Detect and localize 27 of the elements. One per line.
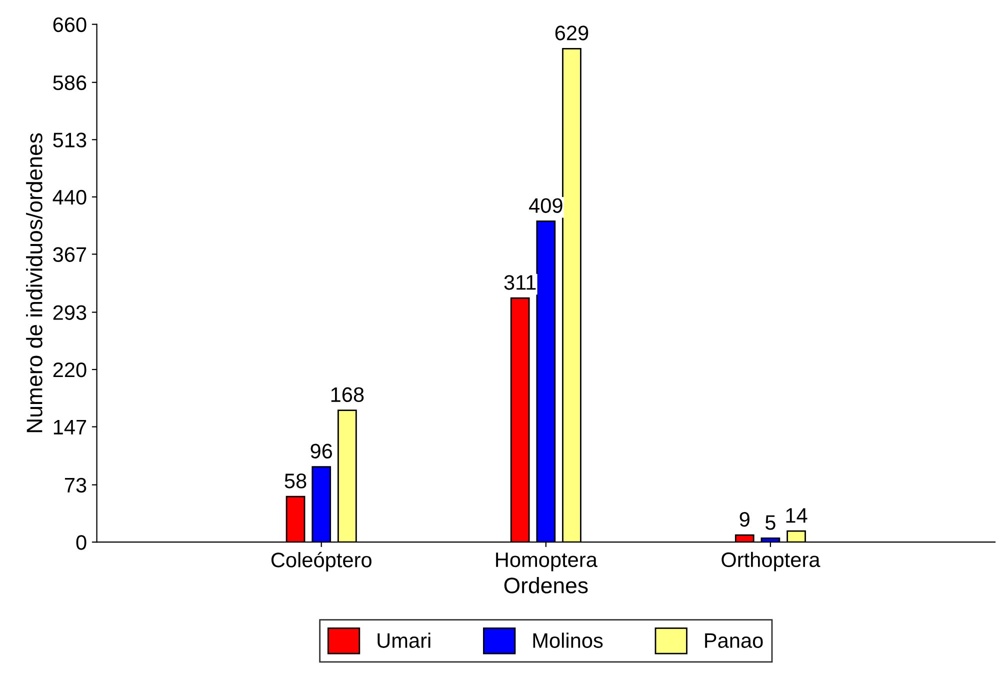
legend-label: Panao bbox=[705, 633, 763, 648]
y-tick-label: 440 bbox=[52, 190, 86, 205]
data-label: 14 bbox=[786, 508, 808, 523]
legend-label: Umari bbox=[378, 632, 430, 648]
legend-label: Molinos bbox=[533, 632, 603, 648]
data-label: 5 bbox=[765, 515, 776, 530]
y-tick-label: 73 bbox=[64, 478, 86, 493]
x-tick-label: Coleóptero bbox=[271, 552, 372, 572]
y-tick-label: 586 bbox=[53, 75, 86, 90]
data-label: 9 bbox=[740, 512, 750, 527]
data-label: 96 bbox=[310, 444, 332, 459]
x-axis-title: Ordenes bbox=[504, 577, 588, 594]
x-tick-label: Homoptera bbox=[496, 552, 598, 572]
x-tick-label: Orthoptera bbox=[722, 552, 820, 572]
y-tick-label: 293 bbox=[53, 305, 86, 320]
data-label: 409 bbox=[529, 198, 562, 213]
y-tick-label: 0 bbox=[76, 535, 86, 550]
y-tick-label: 220 bbox=[53, 362, 86, 378]
data-label: 311 bbox=[504, 275, 536, 290]
y-tick-label: 513 bbox=[53, 132, 86, 148]
y-axis-title: Numero de individuos/ordenes bbox=[26, 133, 42, 432]
data-label: 168 bbox=[331, 387, 364, 402]
y-tick-label: 367 bbox=[53, 247, 86, 262]
y-tick-label: 660 bbox=[53, 17, 86, 32]
data-label: 58 bbox=[284, 474, 306, 488]
y-tick-label: 147 bbox=[54, 420, 86, 434]
data-label: 629 bbox=[555, 26, 588, 40]
